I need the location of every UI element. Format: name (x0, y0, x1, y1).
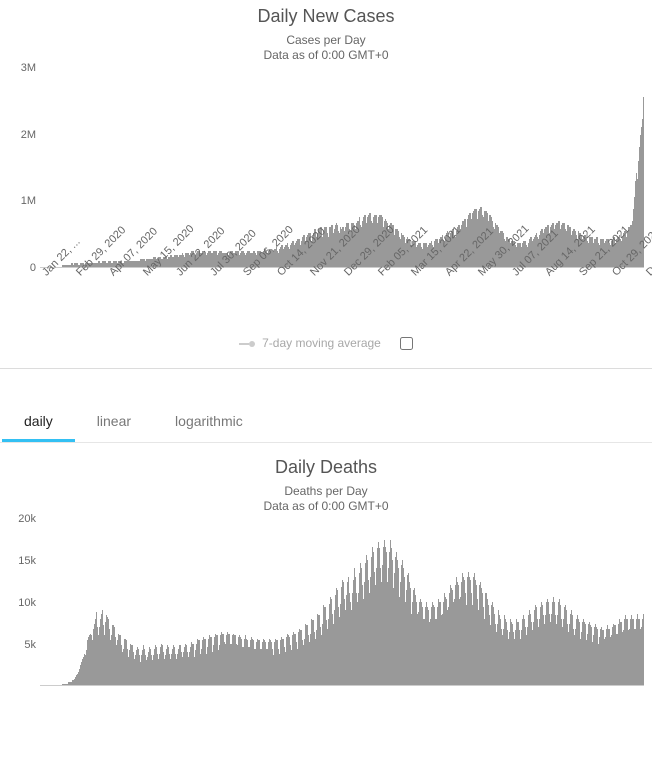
y-tick: 1M (21, 195, 36, 207)
legend-row-cases: 7-day moving average (0, 336, 652, 350)
chart-subtitle2-deaths: Data as of 0:00 GMT+0 (0, 499, 652, 513)
y-tick: 0 (30, 262, 36, 274)
y-tick: 2M (21, 129, 36, 141)
y-axis-deaths: 5k10k15k20k (8, 519, 38, 686)
chart-subtitle-deaths: Deaths per Day (0, 484, 652, 498)
legend-line-icon (239, 343, 249, 345)
chart-subtitle2-cases: Data as of 0:00 GMT+0 (0, 48, 652, 62)
chart-area-cases: 01M2M3M Jan 22, ...Feb 29, 2020Apr 07, 2… (8, 68, 644, 330)
x-axis-cases: Jan 22, ...Feb 29, 2020Apr 07, 2020May 1… (40, 268, 644, 330)
legend-label-cases[interactable]: 7-day moving average (262, 336, 381, 350)
y-tick: 3M (21, 62, 36, 74)
bar (643, 614, 644, 686)
y-axis-cases: 01M2M3M (8, 68, 38, 268)
y-tick: 10k (18, 597, 36, 609)
chart-title-deaths: Daily Deaths (0, 457, 652, 478)
y-tick: 15k (18, 555, 36, 567)
deaths-tabs: dailylinearlogarithmic (0, 399, 652, 443)
tab-daily[interactable]: daily (2, 399, 75, 442)
bars-deaths (40, 519, 644, 685)
legend-dot-icon (249, 341, 255, 347)
tab-linear[interactable]: linear (75, 399, 153, 442)
daily-new-cases-panel: Daily New Cases Cases per Day Data as of… (0, 6, 652, 369)
chart-title-cases: Daily New Cases (0, 6, 652, 27)
y-tick: 5k (24, 639, 36, 651)
daily-deaths-panel: Daily Deaths Deaths per Day Data as of 0… (0, 457, 652, 686)
chart-subtitle-cases: Cases per Day (0, 33, 652, 47)
tab-logarithmic[interactable]: logarithmic (153, 399, 265, 442)
y-tick: 20k (18, 513, 36, 525)
plot-deaths[interactable] (40, 519, 644, 686)
chart-area-deaths: 5k10k15k20k (8, 519, 644, 686)
legend-checkbox-cases[interactable] (400, 337, 413, 350)
